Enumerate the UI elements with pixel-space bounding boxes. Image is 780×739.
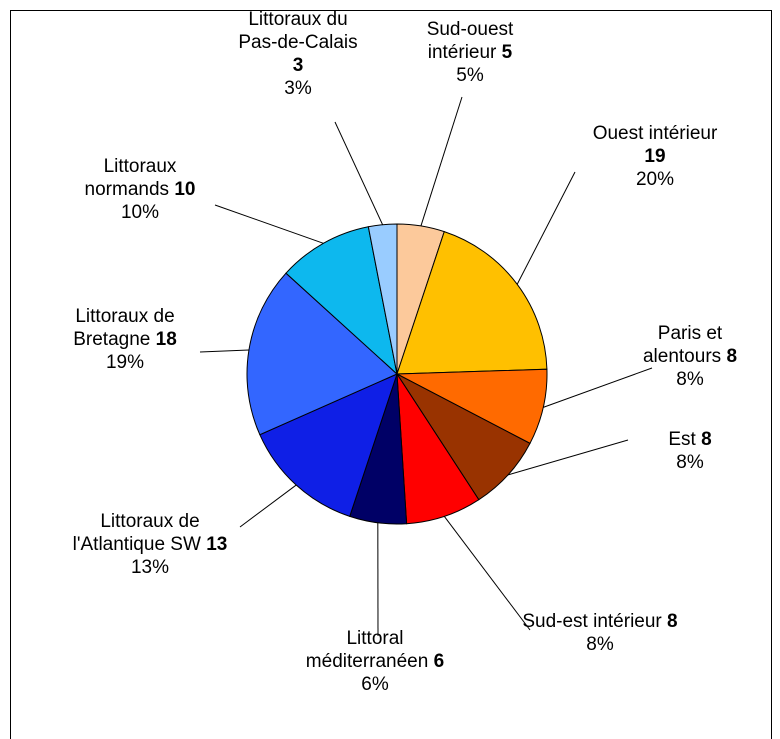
percent-label: 6% (361, 674, 389, 695)
category-label: Littoraux normands (84, 156, 177, 200)
category-label: Est (668, 429, 696, 450)
leader-line (334, 121, 384, 225)
percent-label: 8% (586, 634, 614, 655)
percent-label: 13% (130, 557, 170, 578)
value-label: 19 (644, 146, 666, 167)
category-label: Littoraux de l'Atlantique SW (72, 511, 201, 555)
value-label: 13 (206, 534, 228, 555)
pie-slice (259, 373, 398, 517)
data-label: Paris et alentours 8 8% (625, 322, 755, 391)
category-label: Ouest intérieur (592, 123, 718, 144)
data-label: Littoraux normands 10 10% (60, 155, 220, 224)
leader-line (214, 204, 324, 244)
data-label: Est 8 8% (630, 428, 750, 474)
data-label: Ouest intérieur 19 20% (580, 122, 730, 191)
percent-label: 10% (120, 202, 160, 223)
value-label: 6 (433, 651, 445, 672)
percent-label: 3% (284, 78, 312, 99)
percent-label: 20% (635, 169, 675, 190)
data-label: Littoraux du Pas-de-Calais 3 3% (238, 8, 358, 100)
pie-slice (396, 231, 548, 375)
data-label: Sud-est intérieur 8 8% (520, 610, 680, 656)
value-label: 3 (292, 55, 304, 76)
leader-line (516, 171, 576, 285)
value-label: 8 (667, 611, 678, 632)
percent-label: 5% (456, 65, 484, 86)
percent-label: 19% (105, 352, 145, 373)
percent-label: 8% (676, 452, 704, 473)
frame (10, 10, 772, 739)
data-label: Littoraux de l'Atlantique SW 13 13% (70, 510, 230, 579)
category-label: Sud-ouest intérieur (426, 19, 514, 63)
value-label: 5 (501, 42, 513, 63)
category-label: Littoral méditerranéen (305, 628, 429, 672)
value-label: 18 (155, 329, 177, 350)
data-label: Littoraux de Bretagne 18 19% (40, 305, 210, 374)
leader-line (420, 96, 463, 227)
leader-line (239, 484, 297, 528)
data-label: Littoral méditerranéen 6 6% (295, 627, 455, 696)
leader-line (543, 367, 653, 408)
leader-line (507, 439, 629, 476)
category-label: Paris et alentours (642, 323, 723, 367)
leader-line (199, 349, 249, 353)
value-label: 8 (701, 429, 712, 450)
value-label: 10 (174, 179, 196, 200)
percent-label: 8% (676, 369, 704, 390)
category-label: Sud-est intérieur (522, 611, 662, 632)
data-label: Sud-ouest intérieur 5 5% (405, 18, 535, 87)
category-label: Littoraux de Bretagne (73, 306, 175, 350)
category-label: Littoraux du Pas-de-Calais (238, 9, 358, 53)
pie-slice (246, 272, 398, 436)
leader-line (443, 516, 531, 631)
value-label: 8 (726, 346, 738, 367)
